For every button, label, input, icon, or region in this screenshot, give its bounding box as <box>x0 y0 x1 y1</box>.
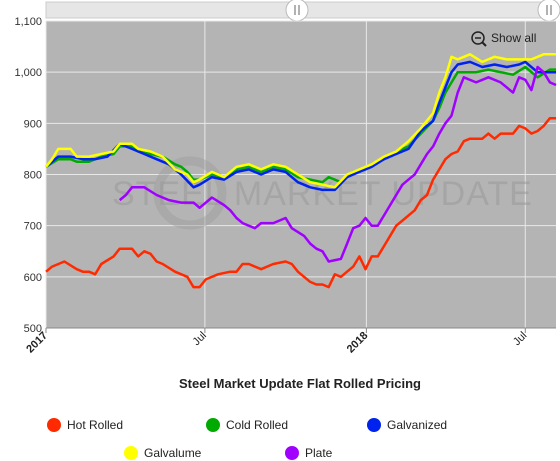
legend-item-galvanized[interactable]: Galvanized <box>367 418 447 432</box>
series-layer <box>45 53 557 289</box>
legend-item-galvalume[interactable]: Galvalume <box>124 446 202 460</box>
legend-marker <box>285 446 299 460</box>
navigator-right-handle[interactable] <box>537 0 560 22</box>
range-navigator[interactable] <box>45 0 560 22</box>
series-line-plate[interactable] <box>118 65 557 263</box>
legend-marker <box>206 418 220 432</box>
legend-label: Galvalume <box>144 446 202 460</box>
show-all-button[interactable]: Show all <box>471 31 536 47</box>
legend-item-hot-rolled[interactable]: Hot Rolled <box>47 418 123 432</box>
x-tick-label: Jul <box>191 330 209 348</box>
chart-title: Steel Market Update Flat Rolled Pricing <box>179 376 421 391</box>
zoom-out-icon <box>471 31 487 47</box>
legend-marker <box>47 418 61 432</box>
series-line-galvalume[interactable] <box>45 53 556 189</box>
series-line-cold-rolled[interactable] <box>45 65 556 184</box>
legend-label: Galvanized <box>387 418 447 432</box>
y-tick-label: 500 <box>24 323 42 335</box>
y-tick-label: 700 <box>24 221 42 233</box>
x-tick-label: 2018 <box>345 330 371 356</box>
legend-label: Hot Rolled <box>67 418 123 432</box>
y-tick-label: 1,000 <box>14 67 42 79</box>
legend: Hot Rolled Cold Rolled Galvanized Galvalume… <box>47 418 447 460</box>
legend-item-cold-rolled[interactable]: Cold Rolled <box>206 418 288 432</box>
show-all-label[interactable]: Show all <box>491 31 536 45</box>
y-tick-label: 1,100 <box>14 16 42 28</box>
legend-item-plate[interactable]: Plate <box>285 446 333 460</box>
navigator-left-handle[interactable] <box>285 0 309 22</box>
y-tick-label: 600 <box>24 272 42 284</box>
x-tick-label: Jul <box>511 330 529 348</box>
series-line-galvanized[interactable] <box>45 60 556 192</box>
legend-marker <box>124 446 138 460</box>
legend-label: Cold Rolled <box>226 418 288 432</box>
legend-marker <box>367 418 381 432</box>
series-line-hot-rolled[interactable] <box>45 116 556 289</box>
legend-label: Plate <box>305 446 333 460</box>
y-tick-label: 800 <box>24 170 42 182</box>
y-tick-label: 900 <box>24 118 42 130</box>
